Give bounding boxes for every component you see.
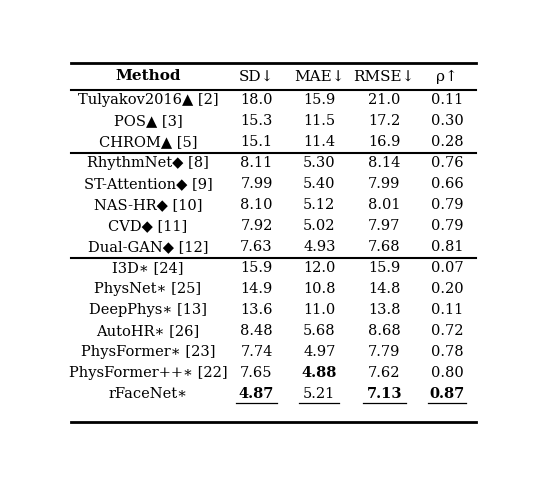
- Text: ρ↑: ρ↑: [436, 70, 458, 84]
- Text: PhysNet∗ [25]: PhysNet∗ [25]: [95, 282, 201, 296]
- Text: 0.78: 0.78: [431, 345, 464, 360]
- Text: 8.48: 8.48: [240, 324, 273, 338]
- Text: 7.62: 7.62: [368, 366, 400, 380]
- Text: AutoHR∗ [26]: AutoHR∗ [26]: [96, 324, 200, 338]
- Text: 0.11: 0.11: [431, 93, 463, 107]
- Text: 0.07: 0.07: [431, 261, 464, 276]
- Text: 15.3: 15.3: [240, 114, 273, 128]
- Text: 7.97: 7.97: [368, 219, 400, 233]
- Text: 7.99: 7.99: [240, 177, 273, 192]
- Text: 0.76: 0.76: [431, 156, 464, 170]
- Text: 17.2: 17.2: [368, 114, 400, 128]
- Text: DeepPhys∗ [13]: DeepPhys∗ [13]: [89, 303, 207, 317]
- Text: 15.9: 15.9: [303, 93, 335, 107]
- Text: 4.87: 4.87: [239, 387, 274, 401]
- Text: 15.9: 15.9: [240, 261, 272, 276]
- Text: 0.79: 0.79: [431, 219, 464, 233]
- Text: 7.74: 7.74: [240, 345, 273, 360]
- Text: RMSE↓: RMSE↓: [354, 70, 415, 84]
- Text: 7.79: 7.79: [368, 345, 400, 360]
- Text: 8.10: 8.10: [240, 198, 273, 212]
- Text: 0.80: 0.80: [431, 366, 464, 380]
- Text: 15.1: 15.1: [240, 135, 272, 149]
- Text: 13.6: 13.6: [240, 303, 273, 317]
- Text: 0.20: 0.20: [431, 282, 464, 296]
- Text: MAE↓: MAE↓: [294, 70, 344, 84]
- Text: 7.99: 7.99: [368, 177, 400, 192]
- Text: 8.01: 8.01: [368, 198, 400, 212]
- Text: CVD◆ [11]: CVD◆ [11]: [108, 219, 187, 233]
- Text: 7.65: 7.65: [240, 366, 273, 380]
- Text: 0.11: 0.11: [431, 303, 463, 317]
- Text: 5.30: 5.30: [303, 156, 335, 170]
- Text: 13.8: 13.8: [368, 303, 400, 317]
- Text: 8.68: 8.68: [368, 324, 400, 338]
- Text: 7.63: 7.63: [240, 240, 273, 254]
- Text: Tulyakov2016▲ [2]: Tulyakov2016▲ [2]: [77, 93, 218, 107]
- Text: 11.4: 11.4: [303, 135, 335, 149]
- Text: 10.8: 10.8: [303, 282, 335, 296]
- Text: 8.11: 8.11: [240, 156, 272, 170]
- Text: 14.9: 14.9: [240, 282, 272, 296]
- Text: 12.0: 12.0: [303, 261, 335, 276]
- Text: 0.30: 0.30: [431, 114, 464, 128]
- Text: Dual-GAN◆ [12]: Dual-GAN◆ [12]: [88, 240, 208, 254]
- Text: Method: Method: [115, 70, 180, 84]
- Text: 7.13: 7.13: [366, 387, 402, 401]
- Text: 5.40: 5.40: [303, 177, 335, 192]
- Text: 4.97: 4.97: [303, 345, 335, 360]
- Text: PhysFormer∗ [23]: PhysFormer∗ [23]: [81, 345, 215, 360]
- Text: I3D∗ [24]: I3D∗ [24]: [112, 261, 184, 276]
- Text: 4.93: 4.93: [303, 240, 335, 254]
- Text: 4.88: 4.88: [302, 366, 337, 380]
- Text: rFaceNet∗: rFaceNet∗: [108, 387, 187, 401]
- Text: 21.0: 21.0: [368, 93, 400, 107]
- Text: POS▲ [3]: POS▲ [3]: [114, 114, 182, 128]
- Text: 0.79: 0.79: [431, 198, 464, 212]
- Text: 5.68: 5.68: [303, 324, 335, 338]
- Text: 7.68: 7.68: [368, 240, 400, 254]
- Text: NAS-HR◆ [10]: NAS-HR◆ [10]: [93, 198, 202, 212]
- Text: 8.14: 8.14: [368, 156, 400, 170]
- Text: 7.92: 7.92: [240, 219, 273, 233]
- Text: 11.5: 11.5: [303, 114, 335, 128]
- Text: 15.9: 15.9: [368, 261, 400, 276]
- Text: RhythmNet◆ [8]: RhythmNet◆ [8]: [87, 156, 209, 170]
- Text: 0.72: 0.72: [431, 324, 464, 338]
- Text: PhysFormer++∗ [22]: PhysFormer++∗ [22]: [69, 366, 227, 380]
- Text: 0.87: 0.87: [429, 387, 465, 401]
- Text: ST-Attention◆ [9]: ST-Attention◆ [9]: [84, 177, 213, 192]
- Text: 5.21: 5.21: [303, 387, 335, 401]
- Text: CHROM▲ [5]: CHROM▲ [5]: [99, 135, 197, 149]
- Text: 5.02: 5.02: [303, 219, 335, 233]
- Text: 0.28: 0.28: [431, 135, 464, 149]
- Text: 16.9: 16.9: [368, 135, 400, 149]
- Text: 11.0: 11.0: [303, 303, 335, 317]
- Text: 5.12: 5.12: [303, 198, 335, 212]
- Text: 14.8: 14.8: [368, 282, 400, 296]
- Text: SD↓: SD↓: [239, 70, 274, 84]
- Text: 0.81: 0.81: [431, 240, 464, 254]
- Text: 18.0: 18.0: [240, 93, 273, 107]
- Text: 0.66: 0.66: [431, 177, 464, 192]
